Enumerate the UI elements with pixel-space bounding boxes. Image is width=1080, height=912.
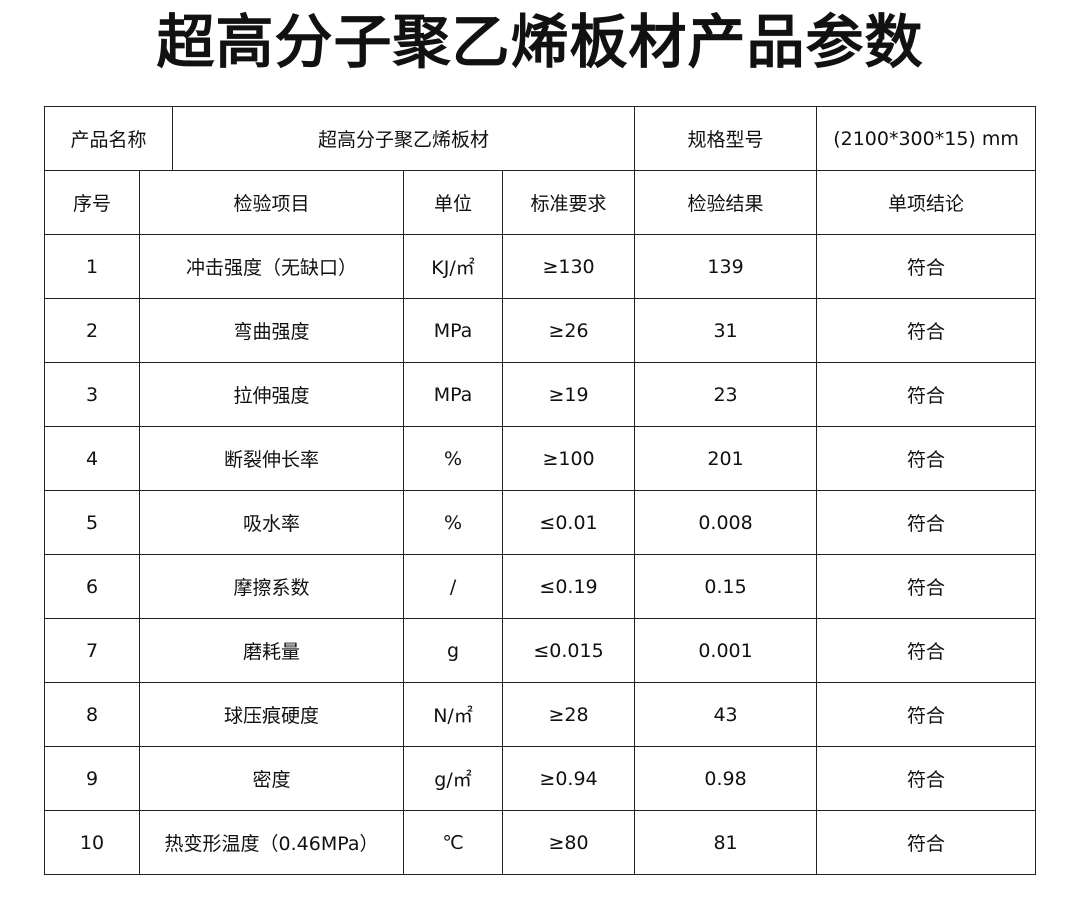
header-item: 检验项目	[138, 170, 405, 235]
table-row: 7 磨耗量 g ≤0.015 0.001 符合	[44, 618, 1037, 683]
cell-standard: ≤0.015	[502, 618, 636, 683]
cell-standard: ≤0.01	[502, 490, 636, 555]
cell-result: 0.15	[634, 554, 818, 619]
cell-standard: ≥130	[502, 234, 636, 299]
table-row: 6 摩擦系数 / ≤0.19 0.15 符合	[44, 554, 1037, 619]
cell-item: 弯曲强度	[138, 298, 405, 363]
cell-item: 球压痕硬度	[138, 682, 405, 747]
cell-index: 3	[44, 362, 140, 427]
cell-unit: g/㎡	[403, 746, 504, 811]
cell-item: 密度	[138, 746, 405, 811]
cell-conclusion: 符合	[816, 234, 1037, 299]
table-row: 2 弯曲强度 MPa ≥26 31 符合	[44, 298, 1037, 363]
cell-index: 6	[44, 554, 140, 619]
cell-item: 拉伸强度	[138, 362, 405, 427]
cell-standard: ≤0.19	[502, 554, 636, 619]
cell-standard: ≥26	[502, 298, 636, 363]
cell-index: 7	[44, 618, 140, 683]
cell-conclusion: 符合	[816, 554, 1037, 619]
cell-standard: ≥0.94	[502, 746, 636, 811]
header-unit: 单位	[403, 170, 504, 235]
table-row: 9 密度 g/㎡ ≥0.94 0.98 符合	[44, 746, 1037, 811]
cell-conclusion: 符合	[816, 362, 1037, 427]
header-row: 序号 检验项目 单位 标准要求 检验结果 单项结论	[44, 170, 1037, 235]
cell-unit: N/㎡	[403, 682, 504, 747]
table-row: 5 吸水率% ≤0.01 0.008 符合	[44, 490, 1037, 555]
cell-conclusion: 符合	[816, 490, 1037, 555]
product-info-row: 产品名称 超高分子聚乙烯板材 规格型号 (2100*300*15) mm	[43, 106, 1037, 171]
cell-index: 10	[44, 810, 140, 875]
cell-result: 81	[634, 810, 818, 875]
cell-item: 吸水率	[138, 490, 405, 555]
header-standard: 标准要求	[502, 170, 636, 235]
cell-unit: /	[403, 554, 504, 619]
cell-result: 0.001	[634, 618, 818, 683]
product-name-value: 超高分子聚乙烯板材	[172, 106, 636, 171]
cell-index: 5	[44, 490, 140, 555]
cell-index: 2	[44, 298, 140, 363]
header-conclusion: 单项结论	[816, 170, 1037, 235]
cell-result: 31	[634, 298, 818, 363]
cell-conclusion: 符合	[816, 426, 1037, 491]
cell-result: 23	[634, 362, 818, 427]
cell-conclusion: 符合	[816, 746, 1037, 811]
product-name-label: 产品名称	[43, 106, 174, 171]
page-title: 超高分子聚乙烯板材产品参数	[156, 8, 924, 76]
cell-standard: ≥100	[502, 426, 636, 491]
cell-standard: ≥80	[502, 810, 636, 875]
header-result: 检验结果	[634, 170, 818, 235]
spec-value: (2100*300*15) mm	[816, 106, 1037, 171]
cell-unit: g	[403, 618, 504, 683]
cell-result: 0.008	[634, 490, 818, 555]
cell-item: 磨耗量	[138, 618, 405, 683]
table-row: 10 热变形温度（0.46MPa） ℃ ≥80 81 符合	[44, 810, 1037, 875]
cell-unit: MPa	[403, 298, 504, 363]
cell-index: 1	[44, 234, 140, 299]
spec-label: 规格型号	[634, 106, 818, 171]
table-row: 4 断裂伸长率% ≥100 201 符合	[44, 426, 1037, 491]
cell-result: 43	[634, 682, 818, 747]
cell-index: 8	[44, 682, 140, 747]
table-row: 8 球压痕硬度 N/㎡ ≥28 43 符合	[44, 682, 1037, 747]
cell-standard: ≥28	[502, 682, 636, 747]
product-parameter-table: 产品名称 超高分子聚乙烯板材 规格型号 (2100*300*15) mm 序号检…	[43, 106, 1037, 875]
cell-result: 201	[634, 426, 818, 491]
cell-standard: ≥19	[502, 362, 636, 427]
cell-conclusion: 符合	[816, 682, 1037, 747]
cell-result: 139	[634, 234, 818, 299]
cell-item: 断裂伸长率	[138, 426, 405, 491]
cell-conclusion: 符合	[816, 298, 1037, 363]
cell-index: 9	[44, 746, 140, 811]
cell-item: 摩擦系数	[138, 554, 405, 619]
cell-unit: %	[403, 426, 504, 491]
cell-conclusion: 符合	[816, 618, 1037, 683]
cell-unit: KJ/㎡	[403, 234, 504, 299]
cell-item: 冲击强度（无缺口）	[138, 234, 405, 299]
table-row: 3 拉伸强度 MPa ≥19 23 符合	[44, 362, 1037, 427]
table-row: 1 冲击强度（无缺口） KJ/㎡ ≥130 139 符合	[44, 234, 1037, 299]
cell-index: 4	[44, 426, 140, 491]
cell-item: 热变形温度（0.46MPa）	[138, 810, 405, 875]
cell-unit: %	[403, 490, 504, 555]
cell-conclusion: 符合	[816, 810, 1037, 875]
cell-result: 0.98	[634, 746, 818, 811]
cell-unit: ℃	[403, 810, 504, 875]
header-index: 序号	[44, 170, 140, 235]
cell-unit: MPa	[403, 362, 504, 427]
